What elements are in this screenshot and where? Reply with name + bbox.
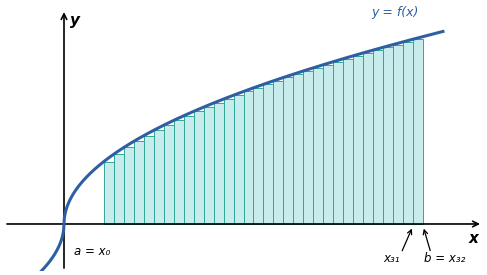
Bar	[114, 154, 124, 224]
Bar	[204, 107, 214, 224]
Bar	[393, 45, 403, 224]
Bar	[134, 141, 144, 224]
Text: y: y	[70, 13, 80, 28]
Bar	[263, 84, 273, 224]
Text: a = x₀: a = x₀	[74, 246, 110, 258]
Bar	[224, 99, 234, 224]
Bar	[383, 47, 393, 224]
Bar	[363, 53, 373, 224]
Bar	[413, 39, 423, 224]
Text: b = x₃₂: b = x₃₂	[424, 252, 466, 265]
Bar	[184, 116, 194, 224]
Bar	[144, 136, 154, 224]
Bar	[333, 62, 343, 224]
Bar	[244, 92, 253, 224]
Bar	[154, 130, 164, 224]
Bar	[273, 81, 283, 224]
Bar	[253, 88, 263, 224]
Bar	[323, 65, 333, 224]
Bar	[104, 161, 114, 224]
Bar	[283, 78, 293, 224]
Bar	[353, 56, 363, 224]
Bar	[293, 74, 303, 224]
Bar	[234, 95, 244, 224]
Text: y = f(x): y = f(x)	[371, 6, 418, 19]
Bar	[124, 147, 134, 224]
Bar	[214, 103, 224, 224]
Bar	[373, 50, 383, 224]
Bar	[174, 120, 184, 224]
Bar	[164, 125, 174, 224]
Text: x: x	[469, 231, 479, 246]
Text: x₃₁: x₃₁	[383, 252, 399, 265]
Bar	[403, 42, 413, 224]
Bar	[194, 111, 204, 224]
Bar	[303, 71, 313, 224]
Bar	[313, 68, 323, 224]
Bar	[343, 59, 353, 224]
